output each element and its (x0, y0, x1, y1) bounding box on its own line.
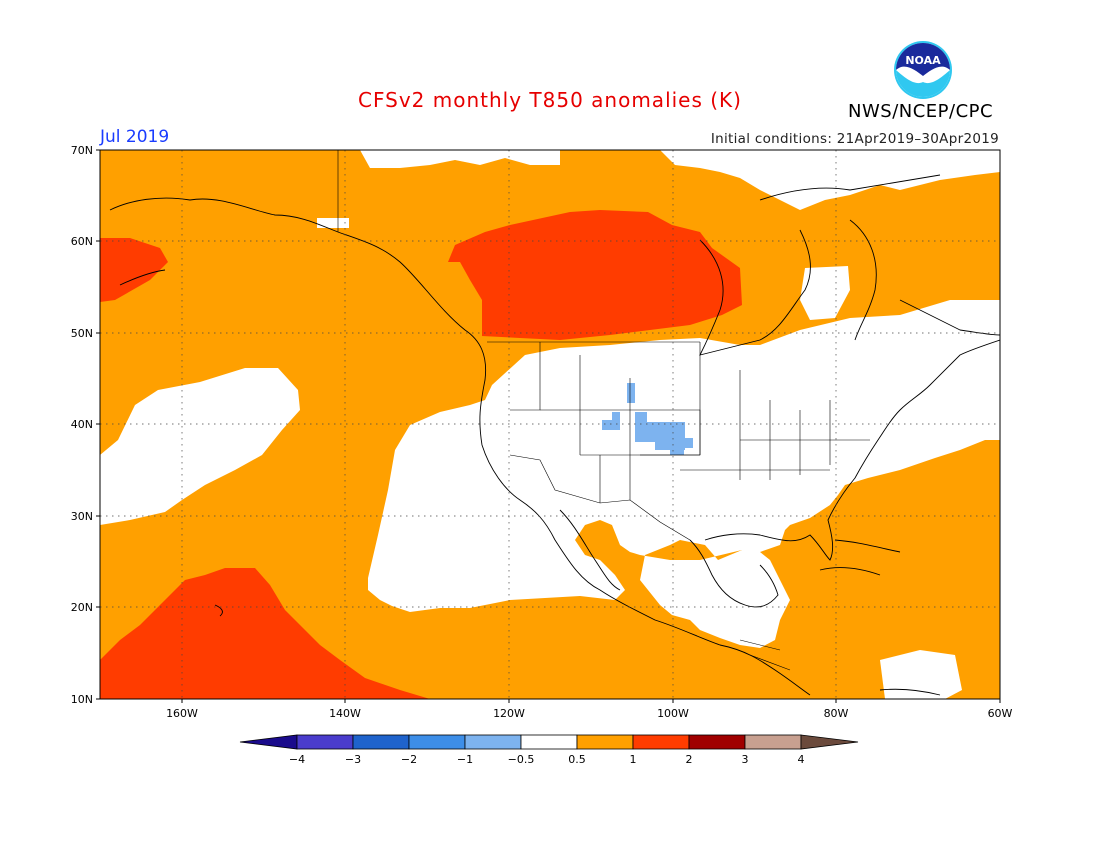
anomaly-white-small-alaska (317, 218, 349, 228)
lat-label: 70N (71, 144, 93, 157)
colorbar-swatch (408, 734, 466, 750)
anomaly-white-eastern-canada (800, 266, 850, 320)
colorbar-swatch (744, 734, 802, 750)
colorbar-label: 2 (686, 753, 693, 766)
latitude-labels: 70N 60N 50N 40N 30N 20N 10N (71, 144, 93, 706)
colorbar-swatch (520, 734, 578, 750)
colorbar-swatch (352, 734, 410, 750)
colorbar-swatch-min (239, 734, 298, 750)
anomaly-red-canada (448, 210, 742, 340)
colorbar-label: 4 (798, 753, 805, 766)
map-title: CFSv2 monthly T850 anomalies (K) (358, 88, 742, 112)
colorbar-label: −2 (401, 753, 417, 766)
lat-lon-gridlines (100, 150, 1000, 699)
anomaly-white-arctic-east (660, 150, 1000, 210)
noaa-logo-text: NOAA (905, 54, 941, 67)
initial-conditions-label: Initial conditions: 21Apr2019–30Apr2019 (710, 131, 999, 147)
lat-label: 30N (71, 510, 93, 523)
colorbar-label: 3 (742, 753, 749, 766)
lon-label: 80W (824, 707, 849, 720)
lon-label: 160W (166, 707, 198, 720)
colorbar-label: −1 (457, 753, 473, 766)
colorbar-labels: −4 −3 −2 −1 −0.5 0.5 1 2 3 4 (289, 753, 805, 766)
longitude-labels: 160W 140W 120W 100W 80W 60W (166, 707, 1012, 720)
anomaly-red-bering (100, 238, 168, 302)
colorbar-label: −3 (345, 753, 361, 766)
lon-label: 60W (988, 707, 1013, 720)
anomaly-white-arctic-islands (360, 150, 560, 168)
colorbar-label: 1 (630, 753, 637, 766)
colorbar (239, 734, 859, 750)
lat-label: 60N (71, 235, 93, 248)
axis-ticks (96, 149, 1001, 703)
agency-label: NWS/NCEP/CPC (848, 101, 994, 122)
lon-label: 100W (657, 707, 689, 720)
colorbar-swatch (296, 734, 354, 750)
anomaly-white-subtropical-pacific (100, 368, 300, 525)
anomaly-red-hawaii-region (100, 568, 430, 699)
lon-label: 120W (493, 707, 525, 720)
colorbar-label: 0.5 (568, 753, 586, 766)
anomaly-blue-central-us (602, 383, 693, 455)
colorbar-swatch (464, 734, 522, 750)
colorbar-swatch (632, 734, 690, 750)
valid-month-label: Jul 2019 (100, 127, 170, 147)
colorbar-swatch (576, 734, 634, 750)
colorbar-label: −4 (289, 753, 305, 766)
lat-label: 40N (71, 418, 93, 431)
political-borders (337, 150, 870, 671)
colorbar-label: −0.5 (508, 753, 535, 766)
lon-label: 140W (329, 707, 361, 720)
anomaly-white-eastern-pacific (368, 300, 1000, 648)
coastlines (109, 174, 1000, 696)
anomaly-white-caribbean (880, 650, 962, 699)
lat-label: 50N (71, 327, 93, 340)
lat-label: 10N (71, 693, 93, 706)
colorbar-swatch-max (800, 734, 859, 750)
colorbar-swatch (688, 734, 746, 750)
noaa-logo-icon: NOAA (894, 41, 952, 99)
lat-label: 20N (71, 601, 93, 614)
